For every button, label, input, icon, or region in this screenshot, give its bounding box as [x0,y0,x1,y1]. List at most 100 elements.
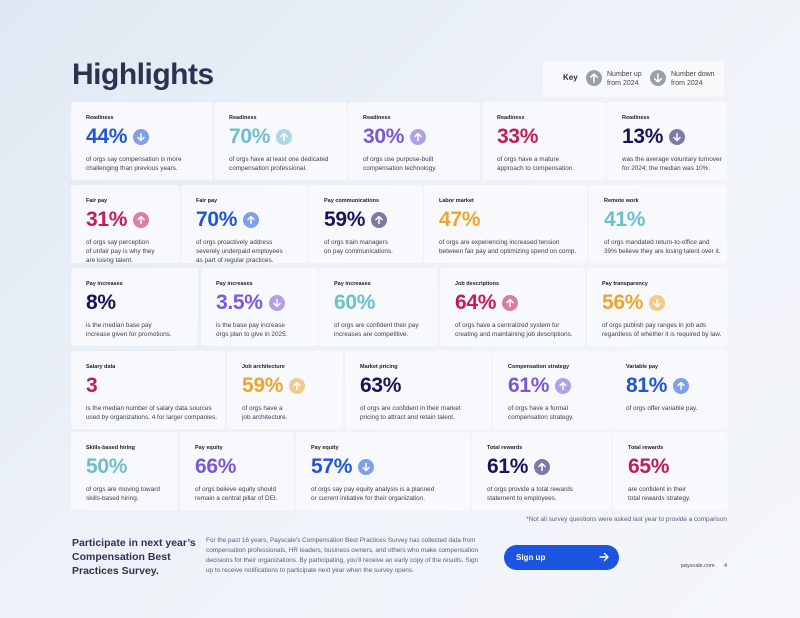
card-description: of orgs are experiencing increased tensi… [439,239,577,255]
highlight-card: Remote work 41% of orgs mandated return-to… [590,186,726,262]
card-value: 81% [626,374,668,397]
footer-title: Participate in next year’s Compensation … [72,537,196,577]
arrow-down-icon [358,459,375,475]
arrow-up-icon [586,70,602,86]
arrow-right-icon [599,552,609,562]
arrow-down-icon [649,295,666,311]
card-description: of orgs use purpose-built compensation t… [363,156,437,172]
card-value: 66% [195,455,237,478]
card-description: of orgs say perception of unfair pay is … [86,239,155,264]
card-description: of orgs proactively address severely und… [196,239,283,264]
card-category: Job architecture [242,364,285,370]
arrow-down-icon [669,129,686,145]
legend-key: Key Number up from 2024 Number down from… [543,61,724,97]
sign-up-label: Sign up [516,553,546,562]
highlight-card: Market pricing 63% of orgs are confident i… [346,352,490,428]
card-value: 50% [86,455,128,478]
card-value: 41% [604,208,646,231]
card-value: 70% [229,125,271,148]
card-description: of orgs publish pay ranges in job ads re… [602,322,722,338]
card-description: of orgs are moving toward skills-based h… [86,486,160,502]
sign-up-button[interactable]: Sign up [504,545,619,570]
card-category: Pay communications [324,198,380,204]
card-value: 3.5% [216,291,263,314]
card-description: was the average voluntary turnover for 2… [622,156,722,172]
card-category: Total rewards [487,445,523,451]
card-value: 64% [455,291,497,314]
card-value: 70% [196,208,238,231]
card-value: 3 [86,374,98,397]
arrow-up-icon [555,378,572,394]
highlight-card: Labor market 47% of orgs are experiencing … [425,186,586,262]
card-category: Readiness [622,115,650,121]
card-value: 63% [360,374,402,397]
card-value: 8% [86,291,116,314]
arrow-up-icon [243,212,260,228]
card-description: of orgs train managers on pay communicat… [324,239,393,255]
card-value: 59% [242,374,284,397]
card-category: Remote work [604,198,639,204]
arrow-up-icon [289,378,306,394]
card-description: of orgs say pay equity analysis is a pla… [311,486,435,502]
card-value: 61% [508,374,550,397]
arrow-up-icon [371,212,388,228]
card-category: Pay transparency [602,281,648,287]
card-description: of orgs have a mature approach to compen… [497,156,575,172]
card-description: of orgs have a formal compensation strat… [508,405,574,421]
highlight-card: Job architecture 59% of orgs have a job ar… [228,352,342,428]
arrow-down-icon [133,129,150,145]
card-value: 61% [487,455,529,478]
card-value: 44% [86,125,128,148]
footer-body: For the past 16 years, Payscale’s Compen… [206,537,479,574]
card-value: 33% [497,125,539,148]
highlight-card: Total rewards 61% of orgs provide a total … [473,433,610,509]
card-description: of orgs believe equity should remain a c… [195,486,278,502]
highlight-card: Readiness 13% was the average voluntary tu… [608,103,726,179]
highlight-card: Compensation strategy 61% of orgs have a f… [494,352,609,428]
card-category: Pay increases [216,281,253,287]
key-up-text: Number up from 2024 [607,71,642,87]
arrow-down-icon [650,70,666,86]
card-value: 59% [324,208,366,231]
card-description: is the median number of salary data sour… [86,405,218,421]
highlight-card: Fair pay 31% of orgs say perception of unf… [72,186,179,264]
card-category: Readiness [363,115,391,121]
arrow-up-icon [502,295,519,311]
card-category: Readiness [229,115,257,121]
arrow-up-icon [276,129,293,145]
key-down-text: Number down from 2024 [671,71,715,87]
card-value: 31% [86,208,128,231]
highlight-card: Pay increases 3.5% is the base pay increas… [202,269,317,345]
highlight-card: Fair pay 70% of orgs proactively address s… [182,186,307,264]
card-description: of orgs say compensation is more challen… [86,156,182,172]
card-category: Readiness [86,115,114,121]
highlight-card: Pay increases 60% of orgs are confident th… [320,269,437,345]
arrow-down-icon [268,295,285,311]
highlight-card: Salary data 3 is the median number of sala… [72,352,224,428]
arrow-up-icon [133,212,150,228]
card-value: 13% [622,125,664,148]
card-value: 47% [439,208,481,231]
highlight-card: Pay equity 66% of orgs believe equity shou… [181,433,293,509]
highlight-card: Pay communications 59% of orgs train manag… [310,186,422,262]
page-number: 4 [724,563,728,569]
highlight-card: Readiness 70% of orgs have at least one de… [215,103,346,179]
card-category: Salary data [86,364,116,370]
card-description: of orgs have a job architecture. [242,405,288,421]
key-label: Key [563,73,578,82]
card-category: Fair pay [86,198,108,204]
card-category: Variable pay [626,364,659,370]
highlight-card: Total rewards 65% are confident in their t… [614,433,726,509]
site-url[interactable]: payscale.com [681,563,715,569]
card-category: Pay increases [334,281,371,287]
footnote: *Not all survey questions were asked las… [526,516,727,523]
card-category: Pay increases [86,281,123,287]
card-category: Fair pay [196,198,218,204]
card-description: of orgs mandated return-to-office and 39… [604,239,721,255]
arrow-up-icon [410,129,427,145]
card-category: Job descriptions [455,281,500,287]
card-description: of orgs provide a total rewards statemen… [487,486,573,502]
card-description: is the base pay increase orgs plan to gi… [216,322,288,338]
card-category: Skills-based hiring [86,445,135,451]
highlight-card: Pay increases 8% is the median base pay in… [72,269,197,345]
